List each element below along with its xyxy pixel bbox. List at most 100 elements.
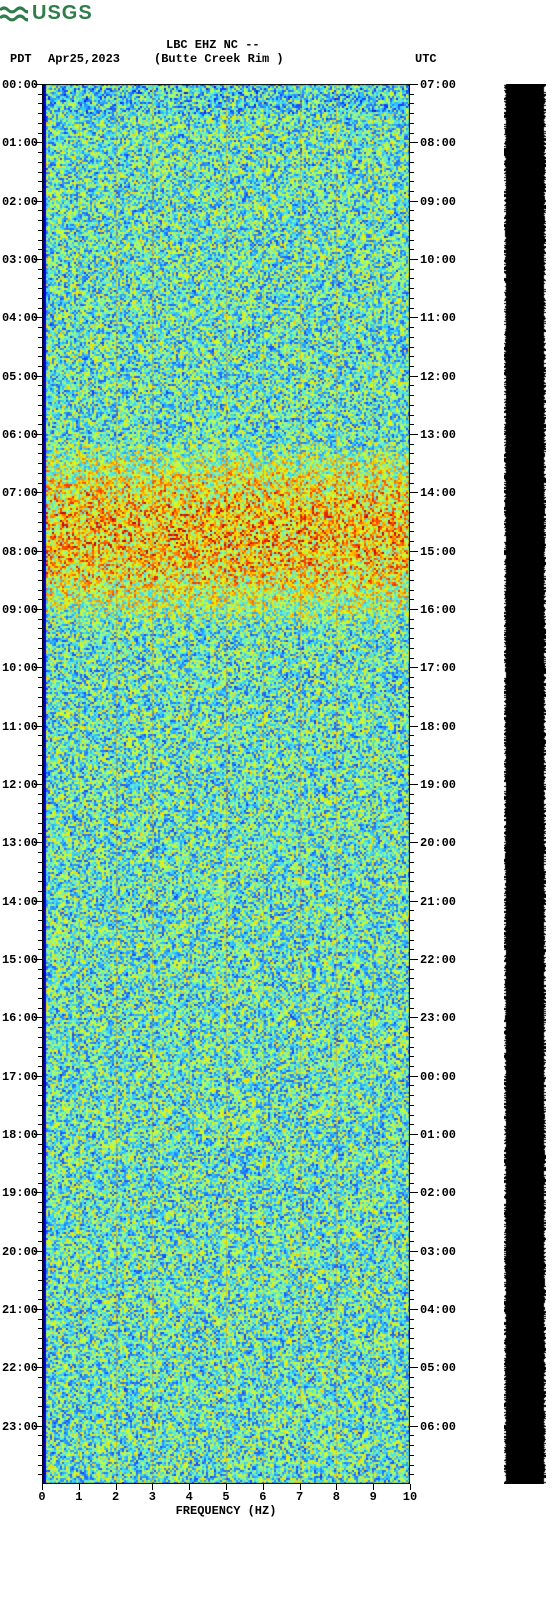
right-minor-tick — [410, 1202, 414, 1203]
right-minor-tick — [410, 1153, 414, 1154]
station-line2: (Butte Creek Rim ) — [154, 52, 284, 66]
right-minor-tick — [410, 531, 414, 532]
right-minor-tick — [410, 940, 414, 941]
right-major-tick — [410, 1426, 418, 1427]
left-hour-label: 03:00 — [0, 253, 38, 267]
left-minor-tick — [38, 230, 42, 231]
right-minor-tick — [410, 1406, 414, 1407]
left-major-tick — [34, 726, 42, 727]
left-minor-tick — [38, 774, 42, 775]
left-minor-tick — [38, 658, 42, 659]
left-minor-tick — [38, 1115, 42, 1116]
right-minor-tick — [410, 1358, 414, 1359]
left-minor-tick — [38, 1290, 42, 1291]
right-minor-tick — [410, 210, 414, 211]
left-major-tick — [34, 609, 42, 610]
right-minor-tick — [410, 288, 414, 289]
left-minor-tick — [38, 1358, 42, 1359]
left-minor-tick — [38, 133, 42, 134]
right-minor-tick — [410, 1212, 414, 1213]
left-minor-tick — [38, 1270, 42, 1271]
x-tick-label: 9 — [370, 1490, 377, 1504]
right-minor-tick — [410, 1056, 414, 1057]
right-major-tick — [410, 1076, 418, 1077]
left-hour-label: 19:00 — [0, 1186, 38, 1200]
left-minor-tick — [38, 1241, 42, 1242]
right-hour-label: 10:00 — [420, 253, 456, 267]
right-minor-tick — [410, 424, 414, 425]
right-minor-tick — [410, 463, 414, 464]
left-minor-tick — [38, 940, 42, 941]
left-minor-tick — [38, 366, 42, 367]
x-tick-label: 1 — [75, 1490, 82, 1504]
right-hour-label: 01:00 — [420, 1128, 456, 1142]
left-minor-tick — [38, 1153, 42, 1154]
right-minor-tick — [410, 1290, 414, 1291]
right-minor-tick — [410, 220, 414, 221]
left-minor-tick — [38, 1212, 42, 1213]
left-minor-tick — [38, 512, 42, 513]
right-minor-tick — [410, 1008, 414, 1009]
right-minor-tick — [410, 1105, 414, 1106]
x-tick-label: 4 — [186, 1490, 193, 1504]
left-hour-label: 00:00 — [0, 78, 38, 92]
left-minor-tick — [38, 590, 42, 591]
right-minor-tick — [410, 1377, 414, 1378]
left-minor-tick — [38, 1231, 42, 1232]
right-minor-tick — [410, 1066, 414, 1067]
left-minor-tick — [38, 1280, 42, 1281]
right-hour-label: 02:00 — [420, 1186, 456, 1200]
left-minor-tick — [38, 1406, 42, 1407]
left-minor-tick — [38, 910, 42, 911]
right-minor-tick — [410, 862, 414, 863]
left-minor-tick — [38, 648, 42, 649]
right-major-tick — [410, 1017, 418, 1018]
left-minor-tick — [38, 1474, 42, 1475]
left-minor-tick — [38, 1183, 42, 1184]
right-major-tick — [410, 376, 418, 377]
left-minor-tick — [38, 998, 42, 999]
right-minor-tick — [410, 755, 414, 756]
left-minor-tick — [38, 94, 42, 95]
right-minor-tick — [410, 152, 414, 153]
left-minor-tick — [38, 395, 42, 396]
right-minor-tick — [410, 1270, 414, 1271]
right-minor-tick — [410, 774, 414, 775]
left-major-tick — [34, 1309, 42, 1310]
right-hour-label: 05:00 — [420, 1361, 456, 1375]
left-minor-tick — [38, 697, 42, 698]
right-minor-tick — [410, 1299, 414, 1300]
left-minor-tick — [38, 677, 42, 678]
left-minor-tick — [38, 1445, 42, 1446]
right-major-tick — [410, 1192, 418, 1193]
right-major-tick — [410, 959, 418, 960]
right-minor-tick — [410, 181, 414, 182]
right-minor-tick — [410, 765, 414, 766]
x-tick-label: 5 — [222, 1490, 229, 1504]
x-tick-label: 8 — [333, 1490, 340, 1504]
right-minor-tick — [410, 278, 414, 279]
right-hour-label: 12:00 — [420, 370, 456, 384]
left-hour-label: 17:00 — [0, 1070, 38, 1084]
right-major-tick — [410, 317, 418, 318]
left-minor-tick — [38, 385, 42, 386]
left-minor-tick — [38, 891, 42, 892]
left-minor-tick — [38, 570, 42, 571]
right-minor-tick — [410, 230, 414, 231]
left-hour-label: 20:00 — [0, 1245, 38, 1259]
left-minor-tick — [38, 249, 42, 250]
left-minor-tick — [38, 473, 42, 474]
right-minor-tick — [410, 308, 414, 309]
right-minor-tick — [410, 891, 414, 892]
x-axis-label: FREQUENCY (HZ) — [176, 1504, 277, 1518]
left-major-tick — [34, 434, 42, 435]
left-hour-label: 21:00 — [0, 1303, 38, 1317]
right-minor-tick — [410, 1338, 414, 1339]
right-major-tick — [410, 842, 418, 843]
left-minor-tick — [38, 502, 42, 503]
left-minor-tick — [38, 1348, 42, 1349]
left-hour-label: 06:00 — [0, 428, 38, 442]
left-minor-tick — [38, 833, 42, 834]
right-hour-label: 14:00 — [420, 486, 456, 500]
right-minor-tick — [410, 395, 414, 396]
